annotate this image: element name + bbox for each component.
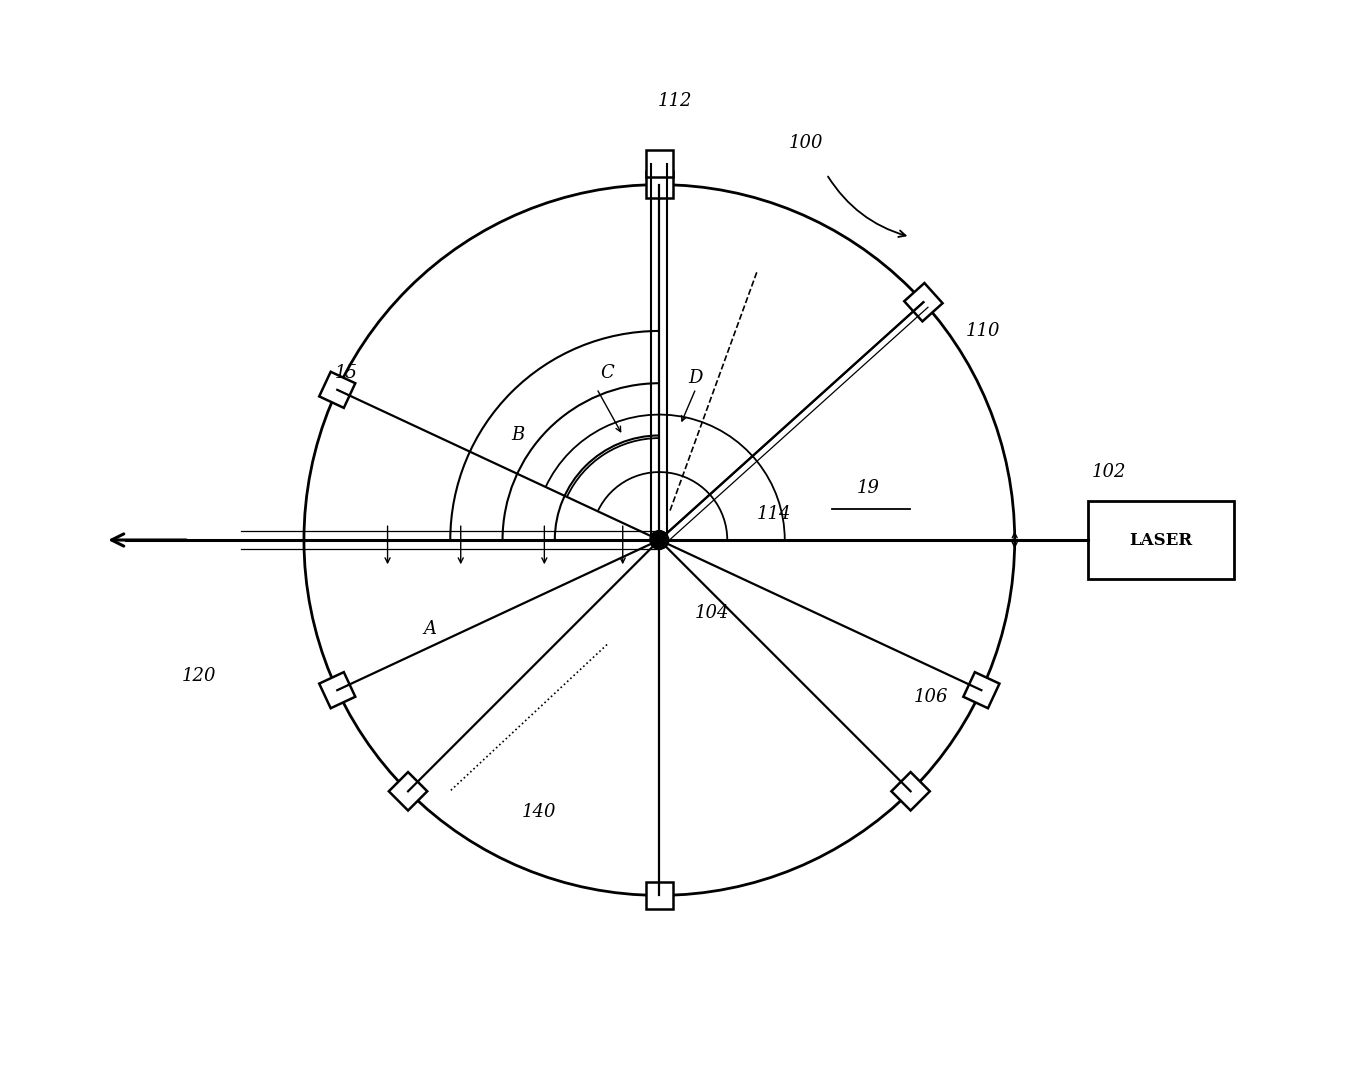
Polygon shape bbox=[964, 672, 999, 708]
Text: B: B bbox=[512, 427, 525, 445]
Text: 106: 106 bbox=[914, 688, 948, 706]
Text: 112: 112 bbox=[657, 92, 693, 110]
Circle shape bbox=[649, 530, 668, 550]
Text: D: D bbox=[688, 369, 703, 387]
Bar bbox=[1088, 501, 1234, 579]
Text: 100: 100 bbox=[788, 134, 824, 152]
Text: 110: 110 bbox=[967, 322, 1000, 340]
Polygon shape bbox=[319, 672, 355, 708]
Polygon shape bbox=[891, 772, 930, 810]
Text: 15: 15 bbox=[335, 364, 358, 381]
Text: A: A bbox=[423, 620, 436, 638]
Polygon shape bbox=[904, 283, 942, 322]
Text: 114: 114 bbox=[757, 504, 791, 523]
Text: 120: 120 bbox=[182, 666, 217, 685]
Text: 140: 140 bbox=[522, 802, 556, 821]
Text: C: C bbox=[601, 364, 614, 381]
Polygon shape bbox=[645, 150, 672, 177]
Text: LASER: LASER bbox=[1130, 531, 1192, 549]
Polygon shape bbox=[319, 372, 355, 408]
Polygon shape bbox=[645, 881, 672, 909]
Polygon shape bbox=[645, 171, 672, 199]
Text: 104: 104 bbox=[694, 604, 729, 622]
Polygon shape bbox=[389, 772, 427, 810]
Text: 19: 19 bbox=[857, 478, 880, 497]
Text: 102: 102 bbox=[1092, 463, 1126, 481]
